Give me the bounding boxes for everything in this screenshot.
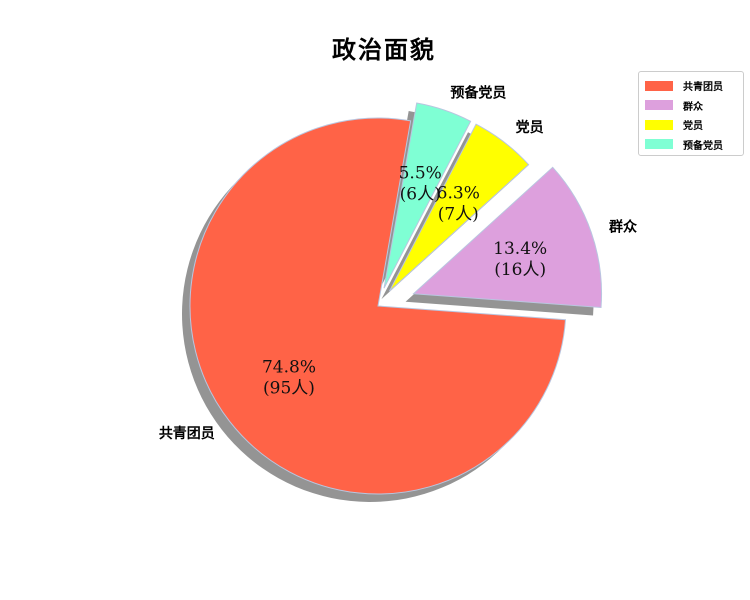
legend-swatch bbox=[645, 80, 673, 91]
legend-swatch bbox=[645, 139, 673, 150]
legend-label: 群众 bbox=[683, 101, 703, 113]
chart-title: 政治面貌 bbox=[332, 36, 436, 64]
legend-label: 预备党员 bbox=[683, 140, 723, 152]
legend-label: 共青团员 bbox=[683, 82, 723, 94]
legend-swatch bbox=[645, 119, 673, 130]
slice-percent-label: 74.8% (95人) bbox=[262, 357, 316, 398]
legend-item: 党员 bbox=[645, 115, 737, 135]
slice-category-label: 预备党员 bbox=[450, 84, 506, 101]
slice-percent-label: 13.4% (16人) bbox=[493, 239, 547, 280]
pie-slice bbox=[412, 166, 603, 309]
slice-category-label: 群众 bbox=[608, 218, 637, 235]
slice-category-label: 党员 bbox=[516, 119, 544, 136]
legend-swatch bbox=[645, 100, 673, 111]
legend-item: 共青团员 bbox=[645, 76, 737, 96]
legend-item: 预备党员 bbox=[645, 135, 737, 155]
slice-category-label: 共青团员 bbox=[159, 425, 215, 442]
chart-legend: 共青团员 群众 党员 预备党员 bbox=[638, 71, 744, 156]
pie-slice bbox=[189, 117, 567, 495]
legend-item: 群众 bbox=[645, 96, 737, 116]
pie-slice bbox=[389, 123, 530, 292]
slice-percent-label: 5.5% (6人) bbox=[399, 163, 442, 204]
slice-percent-label: 6.3% (7人) bbox=[437, 184, 480, 225]
legend-label: 党员 bbox=[683, 121, 703, 133]
pie-slice bbox=[383, 102, 472, 289]
